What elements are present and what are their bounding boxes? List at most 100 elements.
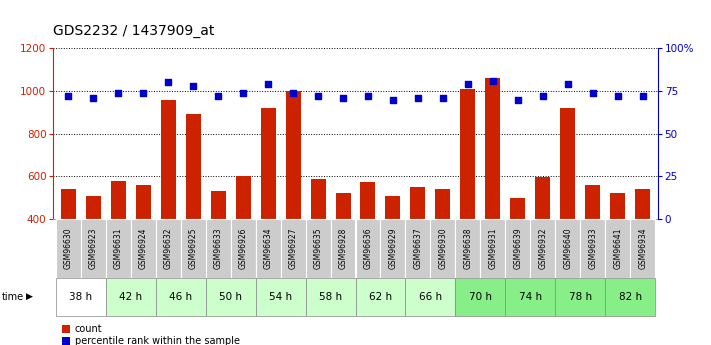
Text: 74 h: 74 h (519, 292, 542, 302)
Point (287, 90, 299, 96)
Text: GSM96634: GSM96634 (264, 228, 272, 269)
Text: GDS2232 / 1437909_at: GDS2232 / 1437909_at (53, 24, 215, 38)
Bar (111, 181, 126, 219)
Point (213, 93, 224, 99)
Bar (81, 219, 106, 278)
Bar (56, 219, 81, 278)
Text: 70 h: 70 h (469, 292, 492, 302)
Bar (535, 177, 550, 219)
Bar (205, 219, 230, 278)
Bar (286, 91, 301, 219)
Bar (186, 115, 201, 219)
Bar (86, 196, 101, 219)
Bar (455, 219, 481, 278)
Text: GSM96933: GSM96933 (588, 228, 597, 269)
Point (112, 90, 124, 96)
Bar (555, 219, 580, 278)
Bar (610, 194, 625, 219)
Bar (306, 219, 331, 278)
Bar (461, 89, 476, 219)
Bar (106, 219, 131, 278)
Bar (605, 219, 630, 278)
Point (512, 97, 523, 102)
Bar (131, 219, 156, 278)
Text: 46 h: 46 h (169, 292, 192, 302)
Text: GSM96927: GSM96927 (289, 228, 298, 269)
Text: GSM96934: GSM96934 (638, 228, 647, 269)
Bar (56, 278, 106, 316)
Text: GSM96924: GSM96924 (139, 228, 148, 269)
Text: GSM96929: GSM96929 (388, 228, 397, 269)
Bar (331, 219, 356, 278)
Bar (356, 219, 380, 278)
Bar (630, 219, 655, 278)
Text: ▶: ▶ (26, 292, 33, 301)
Bar (455, 278, 506, 316)
Bar (430, 219, 455, 278)
Text: 38 h: 38 h (69, 292, 92, 302)
Point (87, 95, 99, 101)
Text: 78 h: 78 h (569, 292, 592, 302)
Text: 62 h: 62 h (369, 292, 392, 302)
Bar (506, 219, 530, 278)
Point (188, 83, 199, 89)
Bar (156, 219, 181, 278)
Legend: count, percentile rank within the sample: count, percentile rank within the sample (58, 321, 244, 345)
Text: 66 h: 66 h (419, 292, 442, 302)
Point (537, 93, 548, 99)
Bar (635, 189, 650, 219)
Point (137, 90, 149, 96)
Point (63, 93, 74, 99)
Bar (360, 182, 375, 219)
Point (612, 93, 624, 99)
Text: GSM96637: GSM96637 (413, 228, 422, 269)
Point (487, 78, 498, 83)
Point (412, 95, 424, 101)
Bar (106, 278, 156, 316)
Bar (605, 278, 655, 316)
Bar (380, 219, 405, 278)
Bar (256, 278, 306, 316)
Bar (281, 219, 306, 278)
Point (237, 90, 249, 96)
Text: 82 h: 82 h (619, 292, 642, 302)
Bar (481, 219, 506, 278)
Bar (555, 278, 605, 316)
Text: GSM96638: GSM96638 (464, 228, 472, 269)
Bar (506, 278, 555, 316)
Bar (261, 108, 276, 219)
Text: time: time (1, 292, 23, 302)
Text: GSM96635: GSM96635 (314, 228, 323, 269)
Point (387, 97, 399, 102)
Bar (161, 100, 176, 219)
Text: GSM96636: GSM96636 (363, 228, 373, 269)
Text: GSM96630: GSM96630 (64, 228, 73, 269)
Bar (356, 278, 405, 316)
Bar (585, 185, 600, 219)
Bar (580, 219, 605, 278)
Bar (405, 219, 430, 278)
Bar (530, 219, 555, 278)
Bar (235, 176, 250, 219)
Point (437, 95, 449, 101)
Text: 58 h: 58 h (319, 292, 342, 302)
Text: 42 h: 42 h (119, 292, 142, 302)
Text: 50 h: 50 h (219, 292, 242, 302)
Text: GSM96640: GSM96640 (563, 228, 572, 269)
Bar (156, 278, 205, 316)
Point (363, 93, 374, 99)
Bar (311, 178, 326, 219)
Bar (61, 189, 76, 219)
Bar (486, 78, 501, 219)
Point (312, 93, 324, 99)
Bar (205, 278, 256, 316)
Point (637, 93, 648, 99)
Text: GSM96928: GSM96928 (338, 228, 348, 269)
Point (337, 95, 348, 101)
Bar (560, 108, 575, 219)
Text: GSM96932: GSM96932 (538, 228, 547, 269)
Point (163, 80, 174, 85)
Text: 54 h: 54 h (269, 292, 292, 302)
Text: GSM96639: GSM96639 (513, 228, 523, 269)
Text: GSM96930: GSM96930 (439, 228, 447, 269)
